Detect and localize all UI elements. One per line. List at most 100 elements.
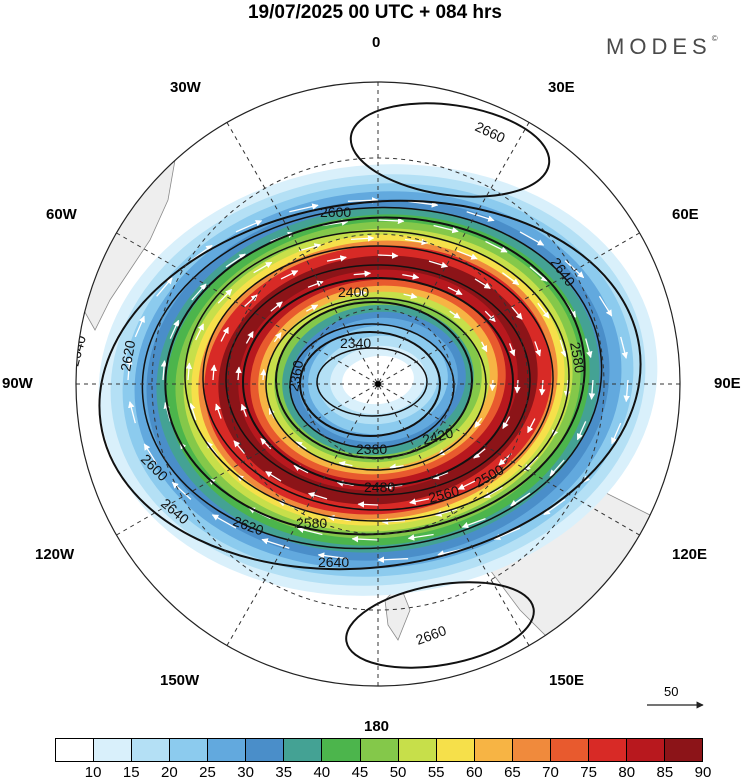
- wind-arrow: [160, 360, 168, 381]
- contour-label: 2480: [364, 479, 395, 495]
- wind-arrow: [298, 243, 321, 252]
- reference-vector-arrow: [647, 701, 704, 709]
- contour-label: 2640: [318, 554, 349, 570]
- colorbar-tick-label: 85: [656, 764, 674, 781]
- wind-arrow: [270, 301, 283, 312]
- wind-arrow: [381, 518, 406, 525]
- wind-arrow: [143, 443, 158, 465]
- colorbar-labels: 10 15 20 25 30 35 40 45 50 55 60 65 70 75 80 85 90: [0, 764, 750, 782]
- wind-arrow: [134, 315, 145, 338]
- wind-arrow: [402, 273, 420, 280]
- wind-arrow: [169, 319, 180, 339]
- wind-arrow: [564, 260, 585, 279]
- contour-2380: [289, 323, 455, 449]
- wind-arrow: [214, 403, 222, 419]
- map-boundary: [75, 81, 681, 687]
- height-contours: [98, 102, 642, 669]
- wind-arrow: [261, 538, 290, 549]
- wind-arrow: [481, 341, 488, 353]
- wind-arrow: [352, 290, 367, 297]
- colorbar-segment: [284, 739, 323, 761]
- wind-arrow: [493, 527, 521, 540]
- wind-arrow: [377, 217, 405, 225]
- brand-logo: MODES©: [606, 34, 718, 60]
- wind-arrow: [322, 219, 349, 227]
- wind-arrow: [549, 459, 565, 477]
- wind-arrow: [514, 379, 521, 394]
- colorbar-tick-label: 80: [618, 764, 636, 781]
- wind-arrow: [307, 280, 324, 288]
- wind-arrow: [265, 471, 282, 482]
- wind-speed-colorbar: [55, 738, 703, 762]
- wind-arrow: [466, 211, 495, 222]
- lon-label-60w: 60W: [46, 206, 77, 223]
- wind-arrow: [260, 368, 267, 381]
- wind-arrow: [245, 331, 254, 344]
- contour-2620: [141, 206, 603, 550]
- colorbar-segment: [474, 739, 513, 761]
- contour-2500: [225, 264, 531, 496]
- colorbar-tick-label: 70: [542, 764, 559, 781]
- contour-label: 2560: [427, 482, 461, 506]
- wind-arrow: [461, 517, 486, 529]
- wind-arrow: [527, 418, 536, 434]
- colorbar-tick-label: 50: [389, 764, 407, 781]
- south-pole-marker: [375, 381, 381, 387]
- colorbar-tick-label: 65: [504, 764, 521, 781]
- wind-arrow: [280, 270, 299, 280]
- colorbar-tick-label: 55: [427, 764, 445, 781]
- contour-label: 2580: [296, 515, 327, 531]
- colorbar-segment: [322, 739, 361, 761]
- lat-lon-grid: [76, 82, 680, 686]
- colorbar-segment: [398, 739, 437, 761]
- lon-label-90e: 90E: [714, 375, 741, 392]
- colorbar-segment: [208, 739, 247, 761]
- contour-label: 2600: [320, 204, 351, 220]
- brand-mark: ©: [711, 34, 718, 43]
- lon-label-150e: 150E: [549, 672, 585, 689]
- contour-label: 2420: [421, 424, 455, 448]
- wind-arrow: [235, 366, 242, 381]
- wind-arrow: [295, 441, 307, 450]
- wind-arrow: [502, 272, 520, 286]
- wind-arrow: [220, 326, 229, 342]
- contour-2660-bottom: [345, 581, 535, 669]
- wind-arrow: [185, 362, 193, 381]
- wind-arrow: [543, 498, 566, 516]
- wind-arrow: [403, 292, 418, 300]
- colorbar-segment: [512, 739, 551, 761]
- colorbar-segment: [246, 739, 285, 761]
- wind-arrow: [404, 238, 429, 246]
- reference-vector-label: 50: [664, 684, 679, 699]
- contour-label: 2580: [567, 341, 588, 375]
- colorbar-segment: [626, 739, 665, 761]
- wind-arrow: [511, 306, 523, 320]
- wind-arrow: [351, 535, 379, 543]
- wind-arrow: [357, 501, 379, 508]
- wind-arrow: [433, 224, 459, 234]
- lon-label-150w: 150W: [160, 672, 200, 689]
- wind-arrow: [588, 379, 596, 400]
- wind-arrow: [389, 463, 404, 470]
- lon-label-120w: 120W: [35, 546, 75, 563]
- wind-arrow: [510, 492, 531, 507]
- colorbar-tick-label: 75: [580, 764, 597, 781]
- wind-arrow: [293, 465, 309, 474]
- lon-label-180: 180: [364, 718, 390, 735]
- wind-arrow: [435, 508, 458, 517]
- wind-arrow: [211, 514, 237, 529]
- wind-arrow: [253, 261, 273, 274]
- wind-arrow: [485, 240, 508, 253]
- colorbar-segment: [94, 739, 133, 761]
- lon-label-120e: 120E: [672, 546, 708, 563]
- wind-arrow: [456, 250, 478, 260]
- colorbar-tick-label: 35: [275, 764, 293, 781]
- wind-arrow: [489, 379, 496, 392]
- lon-label-0: 0: [372, 34, 381, 51]
- contour-2640-outer: [98, 199, 642, 571]
- lon-label-90w: 90W: [2, 375, 33, 392]
- wind-arrow: [474, 278, 491, 289]
- wind-arrow: [483, 486, 503, 499]
- wind-arrow: [210, 364, 217, 381]
- colorbar-tick-label: 45: [351, 764, 369, 781]
